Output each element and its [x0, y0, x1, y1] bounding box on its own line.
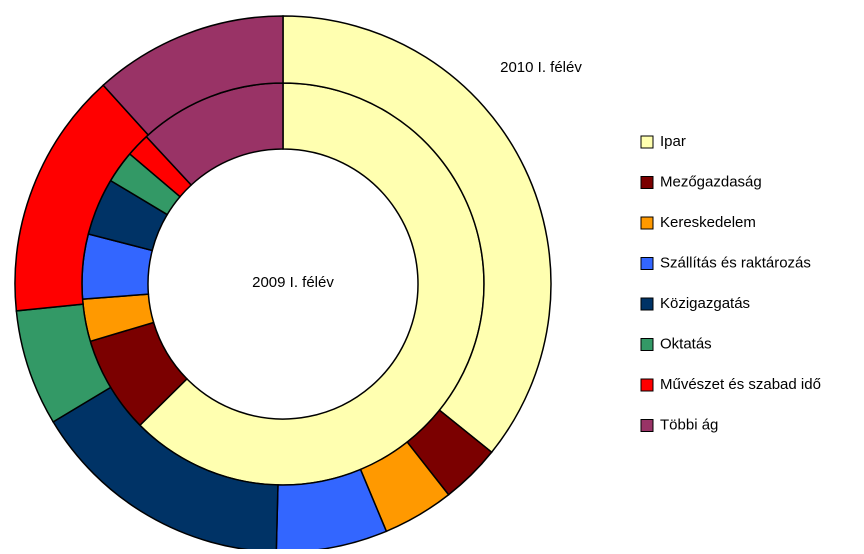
legend-swatch — [640, 419, 654, 432]
legend-swatch — [640, 378, 654, 392]
legend-swatch — [640, 338, 654, 351]
legend-label: Oktatás — [660, 335, 712, 352]
legend-label: Többi ág — [660, 416, 718, 433]
legend-label: Közigazgatás — [660, 295, 750, 312]
legend-label: Ipar — [660, 133, 686, 150]
legend-swatch — [640, 297, 654, 311]
legend-label: Kereskedelem — [660, 214, 756, 231]
legend-label: Szállítás és raktározás — [660, 254, 811, 271]
donut-segment — [282, 15, 552, 454]
inner-ring-label: 2009 I. félév — [252, 274, 334, 291]
outer-ring-label: 2010 I. félév — [500, 59, 582, 76]
donut-segment — [102, 15, 284, 136]
legend-label: Mezőgazdaság — [660, 173, 762, 190]
legend-swatch — [640, 216, 654, 230]
legend-swatch — [640, 135, 654, 149]
legend-swatch — [640, 176, 654, 189]
legend-swatch — [640, 257, 654, 270]
legend-label: Művészet és szabad idő — [660, 376, 821, 393]
